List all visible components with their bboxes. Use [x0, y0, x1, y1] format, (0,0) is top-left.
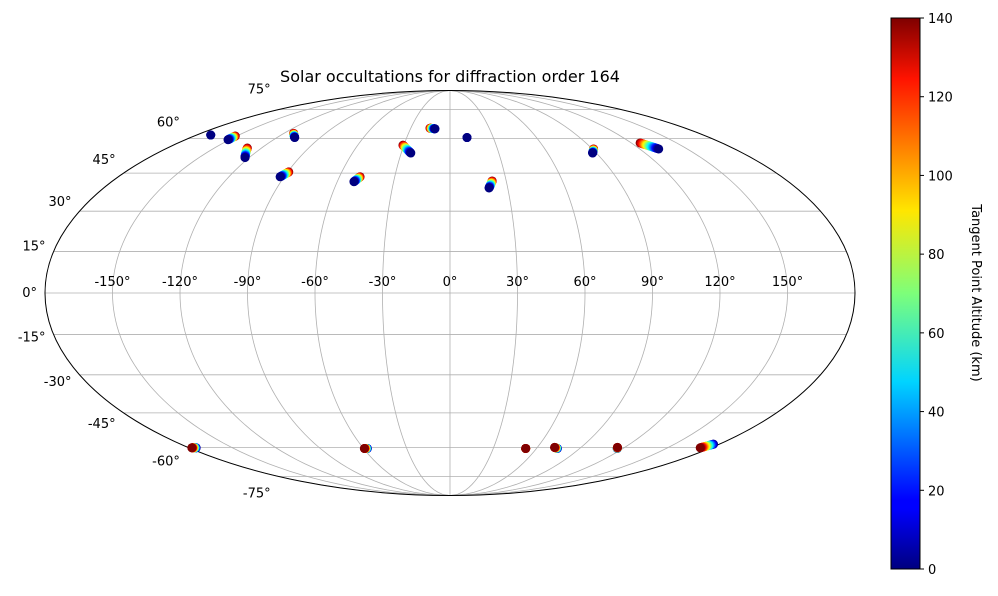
occultation-point	[290, 133, 300, 143]
latitude-tick-label: 0°	[22, 286, 37, 301]
scatter-points	[187, 123, 719, 453]
colorbar-gradient	[890, 17, 921, 570]
occultation-point	[550, 442, 560, 452]
occultation-point	[206, 130, 216, 140]
occultation-point	[275, 172, 285, 182]
longitude-tick-label: 30°	[506, 275, 529, 290]
latitude-tick-label: 30°	[48, 195, 71, 210]
colorbar-tick-label: 60	[928, 327, 945, 342]
colorbar-tick-label: 80	[928, 248, 945, 263]
occultation-point	[695, 443, 705, 453]
colorbar: 0 20 40 60 80 100 120 140 Tangent Point Altitud…	[890, 12, 983, 578]
longitude-tick-label: -120°	[162, 275, 198, 290]
occultation-point	[484, 183, 494, 193]
latitude-tick-label: -15°	[18, 330, 46, 345]
colorbar-label: Tangent Point Altitude (km)	[968, 203, 983, 381]
occultation-point	[521, 443, 531, 453]
tick-labels: -150° -120° -90° -60° -30° 0° 30° 60° 90° 120° 150…	[18, 83, 803, 502]
colorbar-tick-label: 0	[928, 563, 936, 578]
longitude-tick-label: -90°	[234, 275, 262, 290]
longitude-tick-label: -30°	[369, 275, 397, 290]
occultation-point	[359, 443, 369, 453]
occultation-point	[223, 135, 233, 145]
occultation-point	[588, 148, 598, 158]
longitude-tick-label: -60°	[301, 275, 329, 290]
latitude-tick-label: 75°	[248, 83, 271, 98]
occultation-point	[430, 124, 440, 134]
latitude-tick-label: -75°	[243, 486, 271, 501]
occultation-point	[654, 144, 664, 154]
occultation-point	[240, 153, 250, 163]
colorbar-tick-label: 40	[928, 406, 945, 421]
longitude-tick-label: 60°	[573, 275, 596, 290]
occultation-point	[612, 442, 622, 452]
colorbar-tick-label: 140	[928, 12, 953, 27]
latitude-tick-label: 45°	[93, 153, 116, 168]
latitude-tick-label: -45°	[88, 417, 116, 432]
colorbar-tick-label: 20	[928, 484, 945, 499]
longitude-tick-label: 150°	[772, 275, 803, 290]
latitude-tick-label: 60°	[157, 116, 180, 131]
graticule	[45, 90, 855, 496]
longitude-tick-label: 120°	[704, 275, 735, 290]
longitude-tick-label: 0°	[443, 275, 458, 290]
occultation-point	[462, 133, 472, 143]
occultation-point	[187, 443, 197, 453]
map-boundary	[44, 90, 856, 496]
latitude-tick-label: -60°	[152, 454, 180, 469]
chart-title: Solar occultations for diffraction order…	[280, 67, 620, 86]
occultation-point	[406, 148, 416, 158]
colorbar-tick-label: 100	[928, 169, 953, 184]
latitude-tick-label: -30°	[44, 375, 72, 390]
longitude-tick-label: -150°	[94, 275, 130, 290]
occultation-point	[349, 177, 359, 187]
colorbar-tick-label: 120	[928, 91, 953, 106]
latitude-tick-label: 15°	[23, 240, 46, 255]
longitude-tick-label: 90°	[641, 275, 664, 290]
